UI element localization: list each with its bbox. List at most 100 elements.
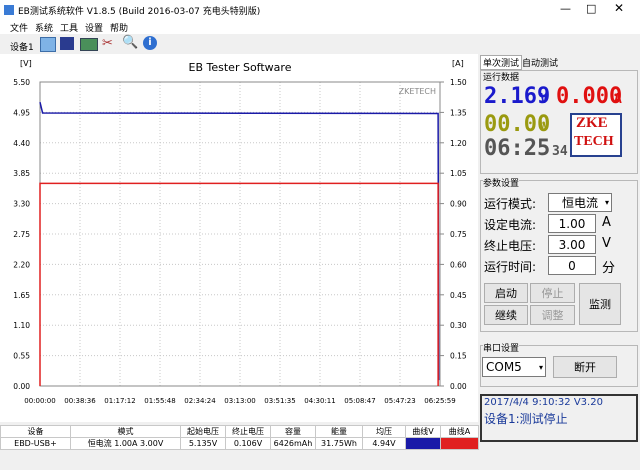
- menu-item[interactable]: 系统: [35, 24, 54, 34]
- y2-tick-label: 0.60: [450, 260, 467, 269]
- field-input[interactable]: 0: [548, 256, 596, 275]
- title-bar: [0, 0, 640, 20]
- x-tick-label: 01:17:12: [104, 397, 135, 405]
- time-readout: 06:25: [484, 136, 551, 161]
- menu-bar: 文件 系统 工具 设置 帮助: [0, 20, 640, 34]
- series-line: [39, 101, 440, 381]
- y2-tick-label: 1.05: [450, 169, 467, 178]
- x-tick-label: 00:00:00: [24, 397, 55, 405]
- menu-item[interactable]: 设置: [85, 24, 104, 34]
- y-tick-label: 3.30: [13, 200, 30, 209]
- field-value: 3.00: [558, 237, 586, 252]
- search-icon[interactable]: 🔍: [122, 35, 139, 50]
- tools-icon[interactable]: ✂: [102, 36, 113, 51]
- chart-title: EB Tester Software: [189, 61, 292, 74]
- curve-swatch: [405, 437, 441, 450]
- field-label: 运行时间:: [484, 260, 537, 274]
- header-cell: 曲线V: [405, 425, 441, 438]
- y2-tick-label: 0.00: [450, 382, 467, 391]
- field-unit: A: [602, 215, 611, 230]
- y2-axis-label: [A]: [452, 59, 464, 68]
- field-input[interactable]: 恒电流 ▾: [548, 193, 612, 212]
- x-tick-label: 05:47:23: [384, 397, 415, 405]
- y-tick-label: 0.00: [13, 382, 30, 391]
- chart-icon[interactable]: [80, 38, 98, 51]
- menu-item[interactable]: 文件: [10, 24, 29, 34]
- data-cell: 6426mAh: [270, 437, 316, 450]
- tab-auto[interactable]: 自动测试: [522, 59, 559, 69]
- control-button[interactable]: 继续: [484, 305, 528, 325]
- field-unit: 分: [602, 261, 616, 276]
- y2-tick-label: 0.30: [450, 321, 467, 330]
- field-unit: V: [602, 236, 611, 251]
- chart: EB Tester Software [V] [A] ZKETECH 5.50 4…: [0, 54, 478, 422]
- watermark: ZKETECH: [399, 87, 436, 96]
- logo-bottom: TECH: [574, 134, 614, 149]
- field-input[interactable]: 1.00: [548, 214, 596, 233]
- tab-single[interactable]: 单次测试: [480, 55, 523, 70]
- status-text: 设备1:测试停止: [484, 412, 568, 426]
- x-tick-label: 03:51:35: [264, 397, 295, 405]
- y-tick-label: 1.10: [13, 321, 30, 330]
- maximize-button[interactable]: □: [586, 2, 597, 15]
- app-icon: [4, 5, 14, 15]
- header-cell: 终止电压: [225, 425, 271, 438]
- device-label: 设备1: [10, 43, 34, 53]
- x-tick-label: 02:34:24: [184, 397, 216, 405]
- status-time: 2017/4/4 9:10:32 V3.20: [484, 397, 603, 408]
- data-cell: 0.106V: [225, 437, 271, 450]
- menu-item[interactable]: 帮助: [110, 24, 129, 34]
- disconnect-button[interactable]: 断开: [553, 356, 617, 378]
- serial-label: 串口设置: [483, 341, 520, 354]
- y-tick-label: 3.85: [13, 169, 30, 178]
- y-tick-label: 2.75: [13, 230, 30, 239]
- power-unit: W: [540, 119, 548, 134]
- header-cell: 容量: [270, 425, 316, 438]
- data-cell: 恒电流 1.00A 3.00V: [70, 437, 181, 450]
- field-label: 运行模式:: [484, 197, 537, 211]
- y-tick-label: 0.55: [13, 352, 30, 361]
- field-label: 终止电压:: [484, 239, 537, 253]
- header-cell: 模式: [70, 425, 181, 438]
- field-value: 0: [568, 258, 576, 273]
- open-icon[interactable]: [40, 37, 56, 52]
- dropdown-arrow: ▾: [604, 198, 609, 207]
- control-button[interactable]: 监测: [579, 283, 621, 325]
- info-icon[interactable]: i: [143, 36, 157, 50]
- header-cell: 曲线A: [440, 425, 479, 438]
- params-group: [480, 180, 638, 332]
- field-value: 1.00: [558, 216, 586, 231]
- data-cell: 5.135V: [180, 437, 226, 450]
- logo-top: ZKE: [576, 115, 608, 131]
- minimize-button[interactable]: —: [560, 2, 571, 15]
- control-button[interactable]: 启动: [484, 283, 528, 303]
- y-tick-label: 1.65: [13, 291, 30, 300]
- port-select[interactable]: COM5 ▾: [482, 357, 546, 377]
- y2-tick-label: 0.45: [450, 291, 467, 300]
- field-input[interactable]: 3.00: [548, 235, 596, 254]
- y2-tick-label: 0.15: [450, 352, 467, 361]
- result-table: 设备 模式 起始电压 终止电压 容量 能量 均压 曲线V 曲线A EBD-USB+ 恒电流 1.00…: [0, 425, 479, 450]
- port-value: COM5: [486, 360, 522, 374]
- save-icon[interactable]: [60, 37, 74, 50]
- power-readout: 00.00: [484, 112, 551, 137]
- close-button[interactable]: ✕: [614, 1, 625, 15]
- control-button[interactable]: 停止: [530, 283, 575, 303]
- header-cell: 均压: [362, 425, 406, 438]
- header-cell: 能量: [315, 425, 363, 438]
- y2-tick-label: 0.90: [450, 200, 467, 209]
- y-axis-label: [V]: [20, 59, 32, 68]
- current-readout: 0.000: [556, 84, 623, 109]
- data-cell: 31.75Wh: [315, 437, 363, 450]
- y-tick-label: 2.20: [13, 260, 30, 269]
- curve-swatch: [440, 437, 479, 450]
- x-tick-label: 05:08:47: [344, 397, 375, 405]
- menu-item[interactable]: 工具: [60, 24, 79, 34]
- y2-tick-label: 1.20: [450, 139, 467, 148]
- seconds-readout: 34: [552, 144, 568, 159]
- control-button[interactable]: 调整: [530, 305, 575, 325]
- run-data-label: 运行数据: [483, 73, 520, 83]
- status-box: [480, 394, 638, 442]
- data-row: EBD-USB+ 恒电流 1.00A 3.00V 5.135V 0.106V 6426m…: [0, 437, 479, 450]
- y2-tick-label: 0.75: [450, 230, 467, 239]
